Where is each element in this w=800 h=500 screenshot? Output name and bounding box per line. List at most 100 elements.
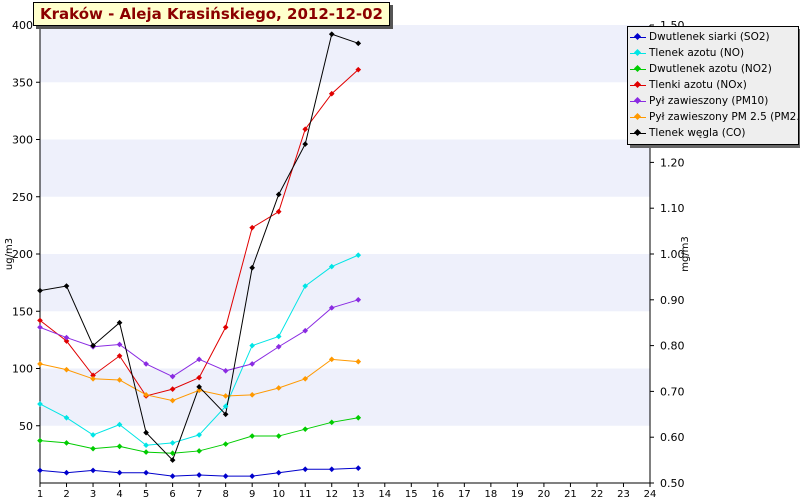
y-tick-label-right: 0.90 xyxy=(660,294,685,307)
data-point xyxy=(196,383,202,390)
grid-band xyxy=(40,25,650,83)
data-point xyxy=(355,358,362,365)
data-point xyxy=(196,387,202,394)
data-point xyxy=(302,426,309,433)
data-point xyxy=(143,449,149,455)
data-point xyxy=(196,472,202,478)
y-tick-label-right: 0.80 xyxy=(660,340,685,353)
data-point xyxy=(249,473,256,479)
data-point xyxy=(302,327,309,334)
x-tick-label: 16 xyxy=(431,489,444,500)
data-point xyxy=(275,343,282,350)
grid-band xyxy=(40,368,650,426)
data-point xyxy=(116,443,123,450)
x-tick-label: 18 xyxy=(485,489,498,500)
legend-item: Dwutlenek azotu (NO2) xyxy=(628,61,798,77)
data-point xyxy=(143,429,149,436)
data-point xyxy=(116,377,123,383)
y-tick-label-left: 50 xyxy=(19,420,33,433)
data-point xyxy=(249,433,256,439)
data-point xyxy=(90,467,96,474)
grid-band xyxy=(40,254,650,312)
data-point xyxy=(222,324,229,331)
data-point xyxy=(328,356,335,363)
data-point xyxy=(196,374,202,381)
data-point xyxy=(63,334,70,341)
grid-band xyxy=(40,425,650,483)
data-point xyxy=(169,373,176,380)
data-point xyxy=(143,392,149,398)
legend-marker-icon xyxy=(628,77,648,93)
data-point xyxy=(275,333,282,340)
y-tick-label-left: 200 xyxy=(12,248,33,261)
legend-label: Pył zawieszony PM 2.5 (PM2.5) xyxy=(649,111,800,123)
x-tick-label: 21 xyxy=(564,489,577,500)
legend-label: Tlenek azotu (NO) xyxy=(649,47,745,59)
data-point xyxy=(169,473,176,479)
data-point xyxy=(302,466,309,473)
x-tick-label: 8 xyxy=(222,489,228,500)
data-point xyxy=(355,252,362,258)
y-tick-label-right: 0.50 xyxy=(660,477,685,490)
x-tick-label: 19 xyxy=(511,489,524,500)
data-point xyxy=(275,433,282,439)
y-tick-label-left: 350 xyxy=(12,76,33,89)
y-tick-label-left: 400 xyxy=(12,19,33,32)
data-point xyxy=(275,385,282,391)
grid-band xyxy=(40,82,650,140)
data-point xyxy=(169,457,176,463)
data-point xyxy=(328,90,335,97)
legend-item: Pył zawieszony (PM10) xyxy=(628,93,798,109)
data-point xyxy=(222,411,229,418)
y-tick-label-right: 1.10 xyxy=(660,202,685,215)
x-tick-label: 9 xyxy=(249,489,255,500)
legend-item: Pył zawieszony PM 2.5 (PM2.5) xyxy=(628,109,800,125)
x-tick-label: 1 xyxy=(37,489,43,500)
grid-band xyxy=(40,196,650,254)
legend-item: Dwutlenek siarki (SO2) xyxy=(628,29,798,45)
legend-marker-icon xyxy=(628,125,648,141)
data-point xyxy=(116,341,123,348)
grid-band xyxy=(40,311,650,369)
data-point xyxy=(116,319,123,326)
data-point xyxy=(196,432,202,438)
x-tick-label: 14 xyxy=(378,489,391,500)
data-point xyxy=(275,469,282,476)
data-point xyxy=(169,386,176,392)
y-tick-label-right: 1.20 xyxy=(660,156,685,169)
data-point xyxy=(143,469,149,476)
data-point xyxy=(90,432,96,438)
x-tick-label: 13 xyxy=(352,489,365,500)
legend-label: Tlenek węgla (CO) xyxy=(649,127,746,139)
data-point xyxy=(328,466,335,473)
legend-label: Tlenki azotu (NOx) xyxy=(649,79,747,91)
y-tick-label-left: 300 xyxy=(12,134,33,147)
x-tick-label: 12 xyxy=(325,489,338,500)
x-tick-label: 22 xyxy=(591,489,604,500)
data-point xyxy=(328,304,335,311)
data-point xyxy=(249,264,256,271)
data-point xyxy=(63,283,70,289)
legend-item: Tlenki azotu (NOx) xyxy=(628,77,798,93)
data-point xyxy=(249,361,256,367)
legend-marker-icon xyxy=(628,61,648,77)
legend-marker-icon xyxy=(628,45,648,61)
data-point xyxy=(169,397,176,404)
legend-label: Dwutlenek siarki (SO2) xyxy=(649,31,770,43)
x-tick-label: 15 xyxy=(405,489,418,500)
data-point xyxy=(116,421,123,428)
x-tick-label: 4 xyxy=(116,489,122,500)
data-point xyxy=(63,338,70,344)
y-tick-label-left: 150 xyxy=(12,305,33,318)
data-point xyxy=(328,263,335,270)
data-point xyxy=(355,296,362,303)
legend-marker-icon xyxy=(628,109,648,125)
chart-legend: Dwutlenek siarki (SO2) Tlenek azotu (NO) D… xyxy=(627,26,800,145)
data-point xyxy=(302,126,309,133)
x-tick-label: 11 xyxy=(299,489,312,500)
data-point xyxy=(302,283,309,289)
x-tick-label: 10 xyxy=(272,489,285,500)
data-point xyxy=(63,440,70,446)
data-point xyxy=(169,450,176,457)
data-point xyxy=(90,342,96,349)
